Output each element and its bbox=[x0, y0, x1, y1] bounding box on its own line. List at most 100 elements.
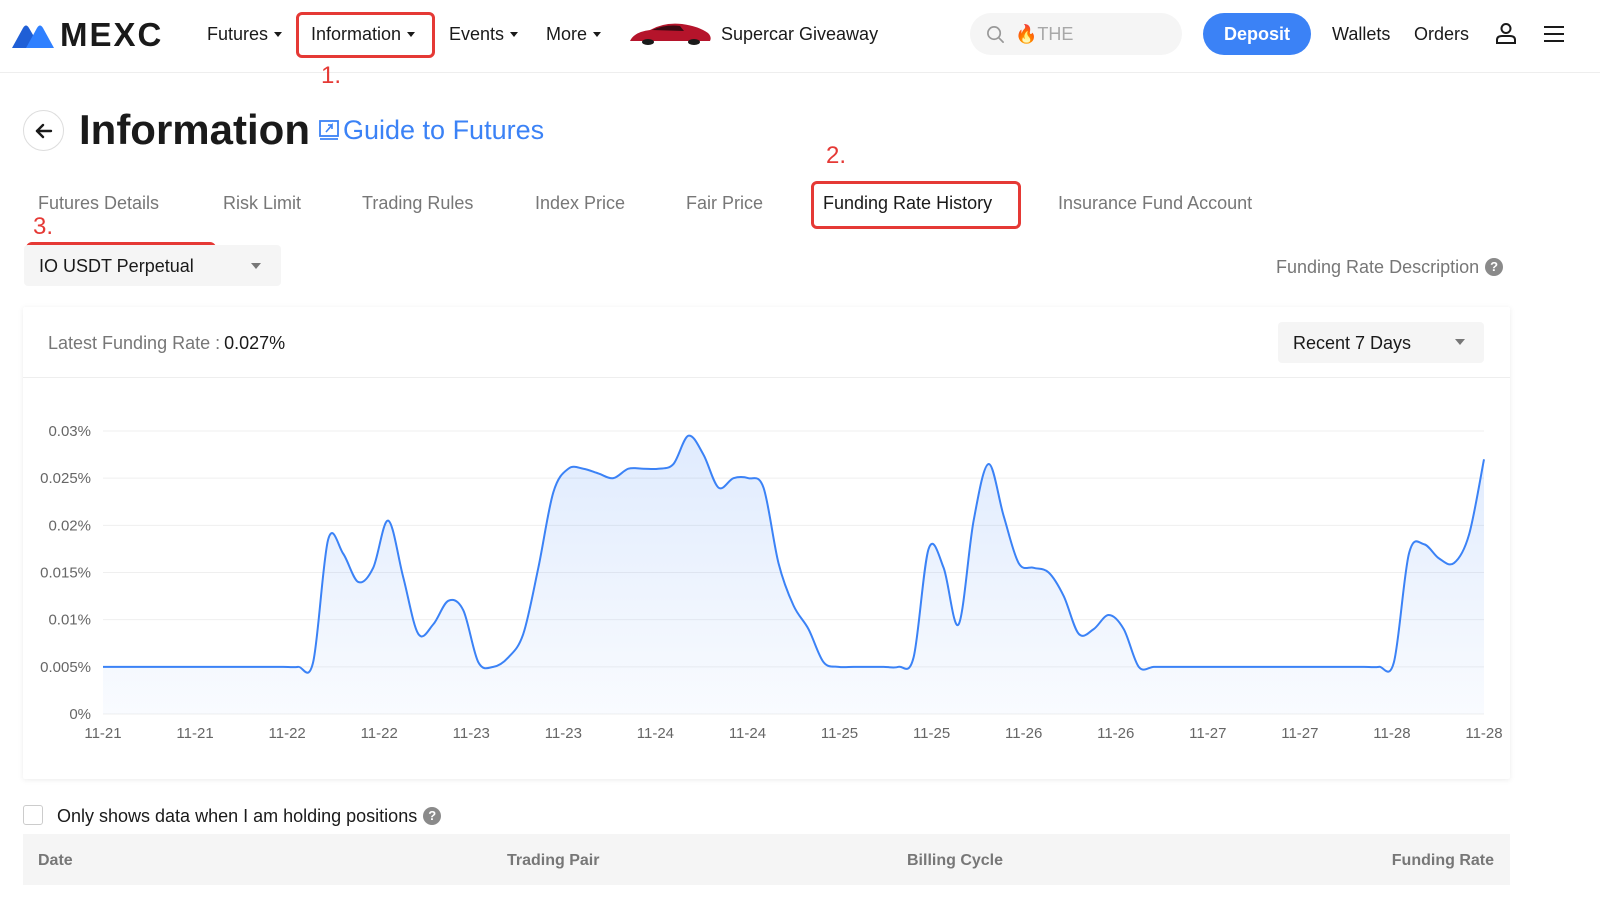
data-point[interactable] bbox=[280, 664, 286, 670]
data-point[interactable] bbox=[490, 664, 496, 670]
data-point[interactable] bbox=[685, 433, 691, 439]
data-point[interactable] bbox=[1001, 513, 1007, 519]
help-icon[interactable]: ? bbox=[423, 807, 442, 825]
data-point[interactable] bbox=[580, 466, 586, 472]
nav-events[interactable]: Events bbox=[449, 22, 519, 46]
column-date[interactable]: Date bbox=[38, 852, 73, 869]
data-point[interactable] bbox=[265, 664, 271, 670]
data-point[interactable] bbox=[1436, 555, 1442, 561]
data-point[interactable] bbox=[700, 452, 706, 458]
data-point[interactable] bbox=[1331, 664, 1337, 670]
data-point[interactable] bbox=[821, 659, 827, 665]
tab-futures-details[interactable]: Futures Details bbox=[38, 193, 160, 213]
data-point[interactable] bbox=[190, 664, 196, 670]
data-point[interactable] bbox=[926, 546, 932, 552]
data-point[interactable] bbox=[1136, 664, 1142, 670]
tab-index-price[interactable]: Index Price bbox=[535, 193, 626, 213]
data-point[interactable] bbox=[565, 466, 571, 472]
data-point[interactable] bbox=[325, 536, 331, 542]
data-point[interactable] bbox=[655, 466, 661, 472]
tab-funding-rate-history[interactable]: Funding Rate History bbox=[823, 193, 993, 213]
data-point[interactable] bbox=[866, 664, 872, 670]
data-point[interactable] bbox=[896, 664, 902, 670]
data-point[interactable] bbox=[310, 659, 316, 665]
data-point[interactable] bbox=[1091, 626, 1097, 632]
data-point[interactable] bbox=[1226, 664, 1232, 670]
data-point[interactable] bbox=[250, 664, 256, 670]
data-point[interactable] bbox=[235, 664, 241, 670]
data-point[interactable] bbox=[625, 466, 631, 472]
tab-trading-rules[interactable]: Trading Rules bbox=[362, 193, 474, 213]
data-point[interactable] bbox=[1316, 664, 1322, 670]
data-point[interactable] bbox=[760, 485, 766, 491]
nav-information[interactable]: Information bbox=[311, 22, 416, 46]
data-point[interactable] bbox=[715, 485, 721, 491]
guide-to-futures-link[interactable]: Guide to Futures bbox=[318, 113, 544, 147]
data-point[interactable] bbox=[160, 664, 166, 670]
nav-more[interactable]: More bbox=[546, 22, 602, 46]
data-point[interactable] bbox=[475, 659, 481, 665]
data-point[interactable] bbox=[145, 664, 151, 670]
user-icon[interactable] bbox=[1494, 21, 1518, 45]
data-point[interactable] bbox=[1376, 664, 1382, 670]
nav-wallets[interactable]: Wallets bbox=[1332, 22, 1390, 46]
tab-insurance-fund-account[interactable]: Insurance Fund Account bbox=[1058, 193, 1253, 213]
data-point[interactable] bbox=[400, 574, 406, 580]
data-point[interactable] bbox=[851, 664, 857, 670]
data-point[interactable] bbox=[1301, 664, 1307, 670]
nav-supercar-giveaway[interactable]: Supercar Giveaway bbox=[721, 22, 878, 46]
data-point[interactable] bbox=[1196, 664, 1202, 670]
data-point[interactable] bbox=[1106, 612, 1112, 618]
data-point[interactable] bbox=[941, 565, 947, 571]
search-input[interactable] bbox=[1015, 23, 1165, 45]
nav-orders[interactable]: Orders bbox=[1414, 22, 1469, 46]
mexc-logo[interactable]: MEXC bbox=[12, 18, 163, 52]
data-point[interactable] bbox=[640, 466, 646, 472]
funding-rate-chart[interactable]: 0% 0.005% 0.01% 0.015% 0.02% 0.025% 0.03% 11-21… bbox=[23, 379, 1510, 779]
deposit-button[interactable]: Deposit bbox=[1203, 13, 1311, 55]
data-point[interactable] bbox=[130, 664, 136, 670]
data-point[interactable] bbox=[115, 664, 121, 670]
data-point[interactable] bbox=[100, 664, 106, 670]
data-point[interactable] bbox=[745, 475, 751, 481]
data-point[interactable] bbox=[610, 475, 616, 481]
data-point[interactable] bbox=[911, 654, 917, 660]
data-point[interactable] bbox=[670, 461, 676, 467]
data-point[interactable] bbox=[445, 598, 451, 604]
data-point[interactable] bbox=[1211, 664, 1217, 670]
data-point[interactable] bbox=[370, 565, 376, 571]
data-point[interactable] bbox=[1151, 664, 1157, 670]
data-point[interactable] bbox=[1466, 532, 1472, 538]
data-point[interactable] bbox=[1121, 626, 1127, 632]
data-point[interactable] bbox=[775, 560, 781, 566]
data-point[interactable] bbox=[1346, 664, 1352, 670]
data-point[interactable] bbox=[1256, 664, 1262, 670]
data-point[interactable] bbox=[175, 664, 181, 670]
data-point[interactable] bbox=[1286, 664, 1292, 670]
data-point[interactable] bbox=[1421, 541, 1427, 547]
data-point[interactable] bbox=[340, 551, 346, 557]
data-point[interactable] bbox=[881, 664, 887, 670]
tab-risk-limit[interactable]: Risk Limit bbox=[223, 193, 302, 213]
data-point[interactable] bbox=[295, 664, 301, 670]
data-point[interactable] bbox=[1241, 664, 1247, 670]
data-point[interactable] bbox=[1361, 664, 1367, 670]
supercar-icon[interactable] bbox=[628, 19, 712, 47]
data-point[interactable] bbox=[430, 621, 436, 627]
holding-positions-checkbox[interactable] bbox=[23, 805, 43, 825]
data-point[interactable] bbox=[595, 470, 601, 476]
data-point[interactable] bbox=[791, 603, 797, 609]
data-point[interactable] bbox=[1016, 560, 1022, 566]
data-point[interactable] bbox=[415, 631, 421, 637]
data-point[interactable] bbox=[730, 475, 736, 481]
data-point[interactable] bbox=[1076, 631, 1082, 637]
data-point[interactable] bbox=[1031, 565, 1037, 571]
data-point[interactable] bbox=[1481, 456, 1487, 462]
funding-rate-description-link[interactable]: Funding Rate Description ? bbox=[1276, 255, 1504, 279]
data-point[interactable] bbox=[836, 664, 842, 670]
hamburger-menu-icon[interactable] bbox=[1543, 24, 1565, 44]
data-point[interactable] bbox=[220, 664, 226, 670]
data-point[interactable] bbox=[205, 664, 211, 670]
data-point[interactable] bbox=[1451, 560, 1457, 566]
data-point[interactable] bbox=[1061, 593, 1067, 599]
